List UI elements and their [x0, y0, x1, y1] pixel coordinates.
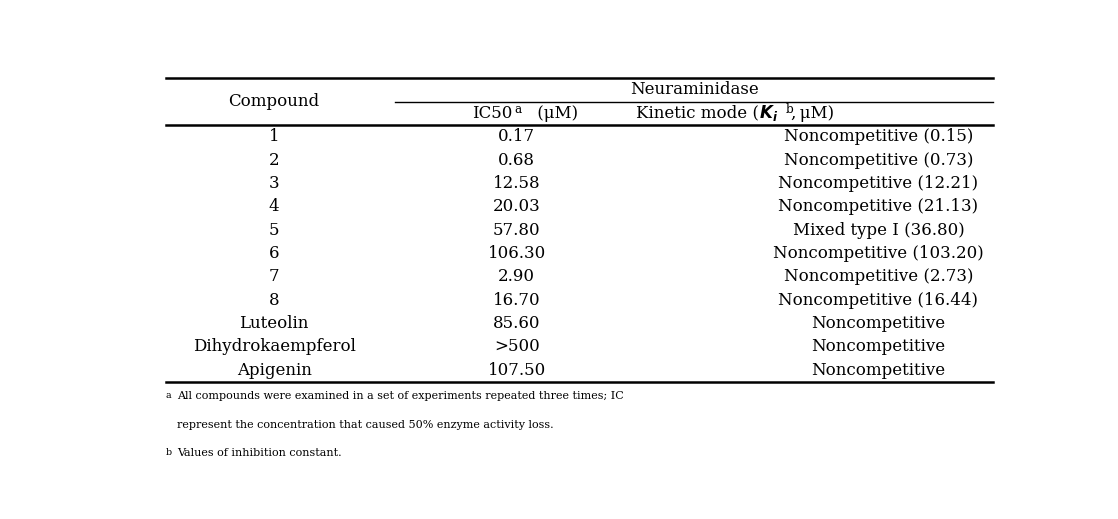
Text: IC50: IC50 — [472, 105, 512, 122]
Text: Neuraminidase: Neuraminidase — [629, 81, 759, 99]
Text: All compounds were examined in a set of experiments repeated three times; IC: All compounds were examined in a set of … — [177, 391, 624, 401]
Text: Noncompetitive (12.21): Noncompetitive (12.21) — [778, 175, 978, 192]
Text: Kinetic mode (: Kinetic mode ( — [636, 105, 759, 122]
Text: 2.90: 2.90 — [499, 268, 536, 285]
Text: Noncompetitive: Noncompetitive — [812, 362, 946, 379]
Text: Noncompetitive (0.73): Noncompetitive (0.73) — [784, 152, 973, 169]
Text: >500: >500 — [494, 338, 540, 356]
Text: 6: 6 — [268, 245, 280, 262]
Text: 57.80: 57.80 — [493, 222, 540, 239]
Text: Luteolin: Luteolin — [239, 315, 309, 332]
Text: Dihydrokaempferol: Dihydrokaempferol — [192, 338, 356, 356]
Text: Noncompetitive (21.13): Noncompetitive (21.13) — [778, 198, 978, 215]
Text: a: a — [514, 103, 521, 116]
Text: Noncompetitive (2.73): Noncompetitive (2.73) — [784, 268, 973, 285]
Text: 8: 8 — [268, 292, 280, 309]
Text: 85.60: 85.60 — [493, 315, 540, 332]
Text: 16.70: 16.70 — [493, 292, 540, 309]
Text: (μM): (μM) — [532, 105, 578, 122]
Text: a: a — [165, 391, 171, 400]
Text: 2: 2 — [268, 152, 280, 169]
Text: b: b — [785, 103, 793, 116]
Text: 107.50: 107.50 — [487, 362, 546, 379]
Text: 12.58: 12.58 — [493, 175, 540, 192]
Text: Apigenin: Apigenin — [237, 362, 312, 379]
Text: b: b — [165, 448, 172, 457]
Text: Compound: Compound — [228, 93, 320, 110]
Text: represent the concentration that caused 50% enzyme activity loss.: represent the concentration that caused … — [177, 419, 553, 430]
Text: 106.30: 106.30 — [487, 245, 546, 262]
Text: Noncompetitive (16.44): Noncompetitive (16.44) — [778, 292, 978, 309]
Text: 0.17: 0.17 — [499, 128, 536, 145]
Text: $\bfit{K}_i$: $\bfit{K}_i$ — [759, 103, 778, 124]
Text: Noncompetitive: Noncompetitive — [812, 338, 946, 356]
Text: 3: 3 — [268, 175, 280, 192]
Text: Noncompetitive (0.15): Noncompetitive (0.15) — [784, 128, 973, 145]
Text: 20.03: 20.03 — [493, 198, 540, 215]
Text: 5: 5 — [268, 222, 280, 239]
Text: 0.68: 0.68 — [499, 152, 536, 169]
Text: 1: 1 — [268, 128, 280, 145]
Text: 4: 4 — [268, 198, 280, 215]
Text: Mixed type I (36.80): Mixed type I (36.80) — [793, 222, 964, 239]
Text: 7: 7 — [268, 268, 280, 285]
Text: , μM): , μM) — [792, 105, 834, 122]
Text: Values of inhibition constant.: Values of inhibition constant. — [177, 448, 342, 458]
Text: Noncompetitive: Noncompetitive — [812, 315, 946, 332]
Text: Noncompetitive (103.20): Noncompetitive (103.20) — [773, 245, 984, 262]
